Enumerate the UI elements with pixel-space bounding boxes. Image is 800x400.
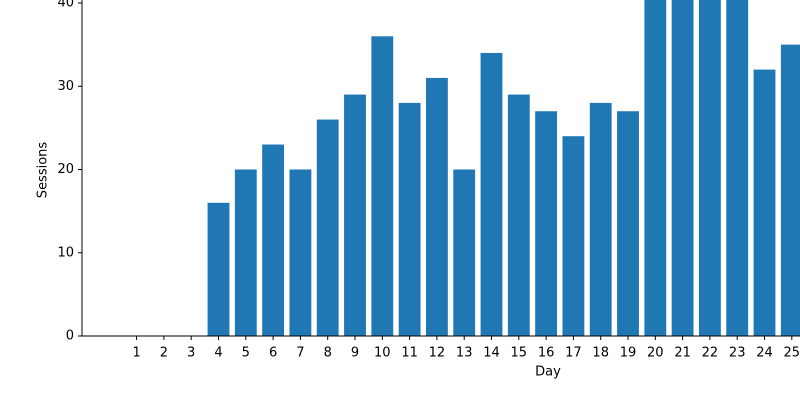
x-tick-label: 25 [784,346,800,361]
x-tick-label: 11 [401,346,418,361]
x-tick-label: 21 [674,346,691,361]
bar [344,94,366,336]
x-tick-label: 24 [756,346,773,361]
x-tick-label: 20 [647,346,664,361]
bar [644,0,667,336]
y-tick-label: 40 [57,0,74,11]
bar [753,69,776,336]
bar [617,111,639,336]
bar [562,136,585,336]
bar [371,36,394,337]
bar [589,102,612,337]
bar [480,52,503,336]
x-tick-label: 22 [702,346,719,361]
bar [316,119,339,336]
y-axis-label: Sessions [36,142,51,199]
y-tick-label: 20 [57,162,74,177]
x-tick-label: 2 [160,346,168,361]
x-tick-label: 10 [374,346,391,361]
x-tick-label: 13 [456,346,473,361]
bar [425,77,448,337]
bar [671,0,694,336]
bar [507,94,530,336]
y-tick-label: 0 [66,329,74,344]
x-tick-label: 5 [242,346,250,361]
x-tick-label: 17 [565,346,582,361]
bar [698,0,721,336]
x-axis-label: Day [535,365,561,380]
y-tick-label: 30 [57,79,74,94]
x-tick-label: 23 [729,346,746,361]
x-tick-label: 15 [511,346,528,361]
bar [262,144,285,336]
x-tick-label: 6 [269,346,277,361]
bar [207,202,230,336]
x-tick-label: 4 [214,346,222,361]
x-tick-label: 18 [592,346,609,361]
bar [398,102,421,337]
x-tick-label: 16 [538,346,555,361]
x-tick-label: 19 [620,346,637,361]
bar [289,169,312,336]
bar [780,44,800,336]
bar [234,169,257,336]
x-tick-label: 7 [296,346,304,361]
x-tick-label: 3 [187,346,195,361]
x-tick-label: 1 [132,346,140,361]
x-tick-label: 12 [429,346,446,361]
x-tick-label: 14 [483,346,500,361]
bar [726,0,749,336]
y-tick-label: 10 [57,245,74,260]
bar [535,111,558,336]
bar [453,169,476,336]
x-tick-label: 8 [324,346,332,361]
x-tick-label: 9 [351,346,359,361]
